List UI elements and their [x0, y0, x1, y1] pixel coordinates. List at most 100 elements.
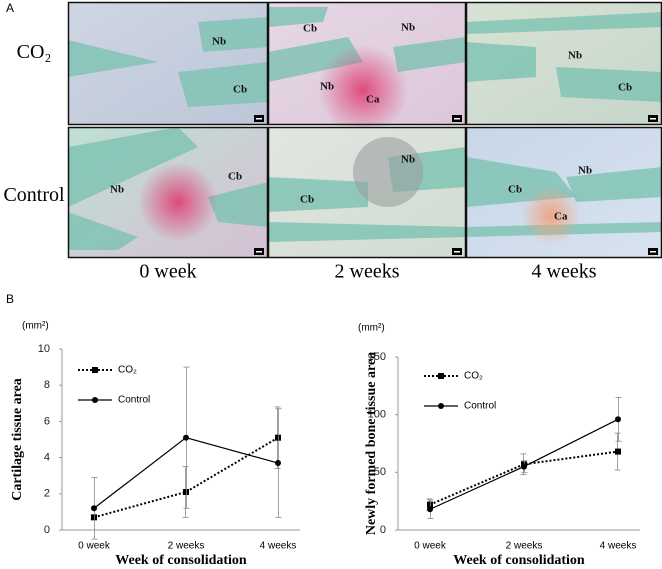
tissue-label: Nb — [401, 154, 415, 166]
panel-label: A — [6, 1, 14, 15]
legend-marker — [438, 373, 444, 379]
bone-region — [466, 12, 662, 34]
column-label: 4 weeks — [532, 261, 597, 283]
scale-bar — [256, 251, 262, 253]
bone-region — [566, 167, 662, 202]
histology-grid: Nb Cb Cb Nb Nb Ca Nb Cb Nb Cb Nb Cb Nb Cb Ca — [67, 1, 662, 259]
bone-region — [68, 127, 198, 207]
y-tick-label: 50 — [374, 466, 386, 478]
bone-region — [68, 40, 158, 77]
histology-image: Nb Cb — [67, 1, 269, 126]
image-border — [267, 126, 467, 259]
scale-bar — [650, 251, 656, 253]
legend-marker — [438, 403, 444, 409]
tissue-region — [138, 162, 218, 242]
row-label: Control — [3, 184, 65, 206]
marker — [427, 506, 433, 513]
scale-bar — [454, 251, 460, 253]
marker — [427, 501, 433, 508]
y-tick-label: 150 — [368, 351, 386, 363]
tissue-label: Cb — [508, 184, 522, 196]
legend-marker — [92, 397, 98, 403]
y-axis-title: Newly formed bone tissue area — [364, 352, 379, 535]
bone-region — [208, 182, 268, 227]
legend-label: Control — [464, 401, 496, 412]
legend-label: Control — [118, 395, 150, 406]
tissue-label: Cb — [233, 84, 247, 96]
histology-image: Nb Cb — [267, 126, 467, 259]
column-label: 0 week — [139, 261, 196, 283]
marker — [615, 448, 621, 455]
tissue-label: Cb — [618, 82, 632, 94]
tissue-region — [318, 45, 408, 135]
tissue-label: Nb — [110, 184, 124, 196]
tissue-label: Ca — [554, 211, 568, 223]
scale-bar — [454, 118, 460, 120]
tissue-label: Nb — [578, 165, 592, 177]
y-tick-label: 6 — [44, 415, 50, 427]
y-unit: (mm²) — [358, 323, 385, 334]
scale-bar — [256, 118, 262, 120]
x-tick-label: 0 week — [78, 541, 111, 552]
y-tick-label: 0 — [44, 524, 50, 536]
y-tick-label: 8 — [44, 379, 50, 391]
scale-bar — [650, 118, 656, 120]
tissue-label: Nb — [401, 22, 415, 34]
marker — [91, 505, 97, 512]
x-tick-label: 4 weeks — [600, 541, 637, 552]
bone-region — [68, 212, 138, 250]
bone-region — [556, 67, 662, 102]
tissue-region — [521, 185, 581, 245]
series-line — [93, 436, 279, 519]
bone-region — [268, 222, 466, 242]
image-border — [267, 1, 467, 126]
legend-marker — [92, 367, 98, 373]
x-axis-title: Week of consolidation — [115, 553, 247, 568]
histology-image: Nb Cb — [67, 126, 269, 259]
marker — [275, 460, 281, 467]
marker — [183, 434, 189, 441]
image-border — [67, 126, 269, 259]
y-tick-label: 100 — [368, 409, 386, 421]
x-tick-label: 4 weeks — [260, 541, 297, 552]
legend-label: CO₂ — [464, 371, 483, 382]
marker — [183, 488, 189, 495]
tissue-label: Nb — [568, 50, 582, 62]
x-axis-title: Week of consolidation — [453, 553, 585, 568]
bone-region — [268, 37, 363, 82]
image-border — [67, 1, 269, 126]
histology-image: Cb Nb Nb Ca — [267, 1, 467, 135]
y-tick-label: 0 — [380, 524, 386, 536]
marker — [275, 434, 281, 441]
tissue-label: Cb — [228, 171, 242, 183]
series-line — [429, 450, 619, 506]
histology-image: Nb Cb — [465, 1, 662, 126]
tissue-label: Nb — [320, 81, 334, 93]
series-line — [93, 437, 279, 509]
panel-label: B — [6, 292, 14, 306]
bone-region — [198, 17, 268, 52]
bone-region — [393, 37, 466, 72]
bone-region — [466, 42, 536, 82]
y-unit: (mm²) — [22, 321, 49, 332]
marker — [91, 514, 97, 521]
legend-label: CO₂ — [118, 365, 137, 376]
histology-image: Nb Cb Ca — [465, 126, 662, 259]
x-tick-label: 2 weeks — [168, 541, 205, 552]
x-tick-label: 0 week — [414, 541, 447, 552]
column-label: 2 weeks — [335, 261, 400, 283]
bone-region — [178, 62, 268, 107]
y-tick-label: 10 — [38, 343, 50, 355]
bone-region — [268, 177, 368, 212]
tissue-label: Cb — [303, 23, 317, 35]
y-axis-title: Cartilage tissue area — [10, 378, 25, 501]
tissue-label: Nb — [212, 36, 226, 48]
x-tick-label: 2 weeks — [506, 541, 543, 552]
y-tick-label: 4 — [44, 452, 50, 464]
tissue-region — [353, 137, 423, 207]
y-tick-label: 2 — [44, 488, 50, 500]
bone-region — [268, 7, 328, 27]
marker — [521, 463, 527, 470]
tissue-label: Ca — [366, 94, 380, 106]
